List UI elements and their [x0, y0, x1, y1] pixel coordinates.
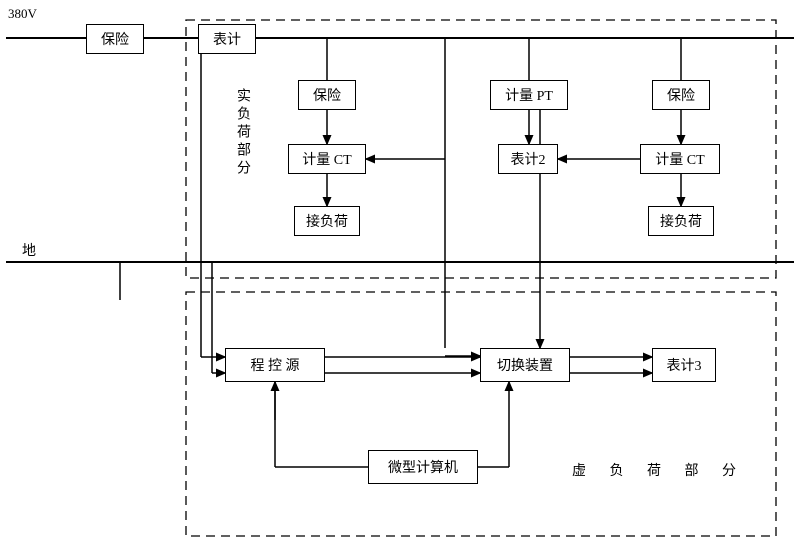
box-fuse-outer: 保险	[86, 24, 144, 54]
box-meter2: 表计2	[498, 144, 558, 174]
box-switch-device: 切换装置	[480, 348, 570, 382]
box-pt-mid: 计量 PT	[490, 80, 568, 110]
box-ct-left: 计量 CT	[288, 144, 366, 174]
box-ct-right: 计量 CT	[640, 144, 720, 174]
box-meter3: 表计3	[652, 348, 716, 382]
label-virtual-load: 虚 负 荷 部 分	[572, 460, 746, 480]
box-meter-main: 表计	[198, 24, 256, 54]
box-load-right: 接负荷	[648, 206, 714, 236]
box-fuse-right: 保险	[652, 80, 710, 110]
label-real-load: 实负荷部分	[232, 88, 252, 178]
label-ground: 地	[22, 240, 36, 260]
box-micro-computer: 微型计算机	[368, 450, 478, 484]
box-load-left: 接负荷	[294, 206, 360, 236]
box-prog-source: 程 控 源	[225, 348, 325, 382]
label-380v: 380V	[8, 6, 37, 22]
connectors	[120, 38, 681, 467]
box-fuse-left: 保险	[298, 80, 356, 110]
